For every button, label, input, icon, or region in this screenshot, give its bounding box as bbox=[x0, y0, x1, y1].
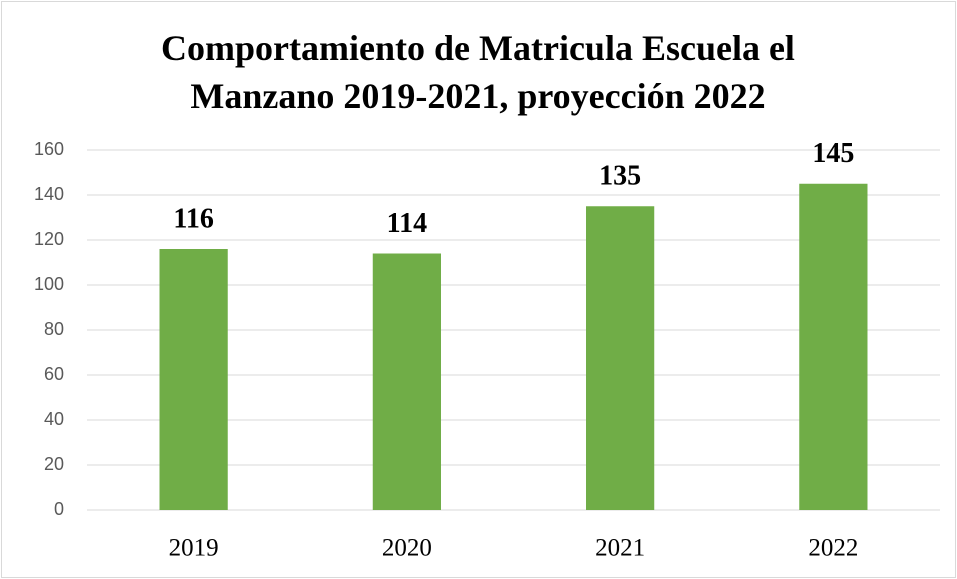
bar bbox=[372, 253, 441, 510]
bar bbox=[586, 206, 655, 510]
x-tick-label: 2022 bbox=[808, 535, 858, 562]
y-tick-label: 20 bbox=[44, 454, 64, 474]
y-tick-label: 100 bbox=[34, 274, 64, 294]
data-label: 116 bbox=[173, 203, 213, 234]
x-tick-label: 2019 bbox=[169, 535, 219, 562]
y-tick-label: 0 bbox=[54, 499, 64, 519]
y-tick-label: 140 bbox=[34, 184, 64, 204]
x-tick-label: 2021 bbox=[595, 535, 645, 562]
x-tick-label: 2020 bbox=[382, 535, 432, 562]
bar bbox=[799, 183, 868, 510]
chart-title: Comportamiento de Matricula Escuela el M… bbox=[161, 28, 795, 116]
y-tick-label: 80 bbox=[44, 319, 64, 339]
data-label: 114 bbox=[387, 208, 427, 239]
y-tick-label: 40 bbox=[44, 409, 64, 429]
data-label: 135 bbox=[599, 161, 641, 192]
bar bbox=[159, 249, 228, 510]
y-tick-label: 160 bbox=[34, 139, 64, 159]
data-label: 145 bbox=[812, 138, 854, 169]
y-tick-label: 120 bbox=[34, 229, 64, 249]
y-tick-label: 60 bbox=[44, 364, 64, 384]
